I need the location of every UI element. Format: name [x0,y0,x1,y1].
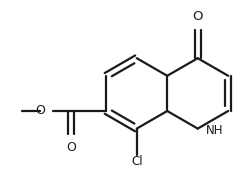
Text: O: O [66,141,76,154]
Text: O: O [192,10,203,23]
Text: NH: NH [206,124,223,137]
Text: O: O [35,104,45,117]
Text: Cl: Cl [131,155,142,168]
